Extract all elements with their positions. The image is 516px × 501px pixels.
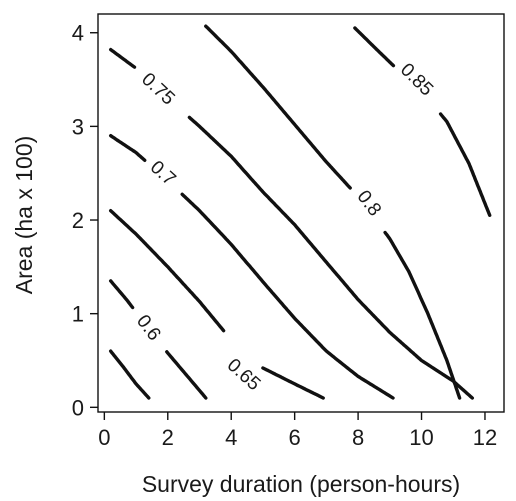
contour-label-0.75: 0.75 <box>137 69 178 110</box>
contour-line-0.6 <box>109 279 135 310</box>
contour-line-0.75 <box>187 115 474 400</box>
contour-line-0.7 <box>180 192 395 400</box>
contour-line-0.6 <box>165 350 208 400</box>
x-tick-label: 8 <box>352 425 364 450</box>
contour-line-0.7 <box>109 134 147 162</box>
y-tick-label: 2 <box>72 208 84 233</box>
y-tick-label: 1 <box>72 302 84 327</box>
x-axis: 0 2 4 6 8 10 12 <box>98 412 497 450</box>
x-tick-label: 0 <box>98 425 110 450</box>
contour-line-0.55 <box>109 349 151 400</box>
y-axis-title: Area (ha x 100) <box>11 136 37 295</box>
x-tick-label: 2 <box>162 425 174 450</box>
x-tick-label: 10 <box>409 425 433 450</box>
contour-label-0.6: 0.6 <box>132 311 165 345</box>
contour-line-0.65 <box>109 209 226 333</box>
x-tick-label: 4 <box>225 425 237 450</box>
x-tick-label: 6 <box>289 425 301 450</box>
x-tick-label: 12 <box>473 425 497 450</box>
y-tick-label: 0 <box>72 395 84 420</box>
contour-line-0.85 <box>353 26 396 68</box>
contour-line-0.75 <box>109 47 137 69</box>
y-tick-label: 4 <box>72 21 84 46</box>
plot-frame <box>97 13 505 413</box>
y-axis: 0 1 2 3 4 <box>72 21 98 420</box>
x-axis-title: Survey duration (person-hours) <box>142 471 460 497</box>
contour-labels: 0.6 0.65 0.7 0.75 0.8 0.85 <box>132 59 437 395</box>
contour-line-0.8 <box>383 230 462 400</box>
contour-line-0.65 <box>261 366 325 400</box>
contour-label-0.7: 0.7 <box>146 157 180 190</box>
contour-label-0.85: 0.85 <box>396 59 437 100</box>
contour-label-0.8: 0.8 <box>352 187 385 221</box>
contour-lines <box>109 24 492 400</box>
contour-line-0.8 <box>204 24 352 190</box>
y-tick-label: 3 <box>72 114 84 139</box>
contour-line-0.85 <box>438 112 492 217</box>
contour-label-0.65: 0.65 <box>223 355 265 395</box>
